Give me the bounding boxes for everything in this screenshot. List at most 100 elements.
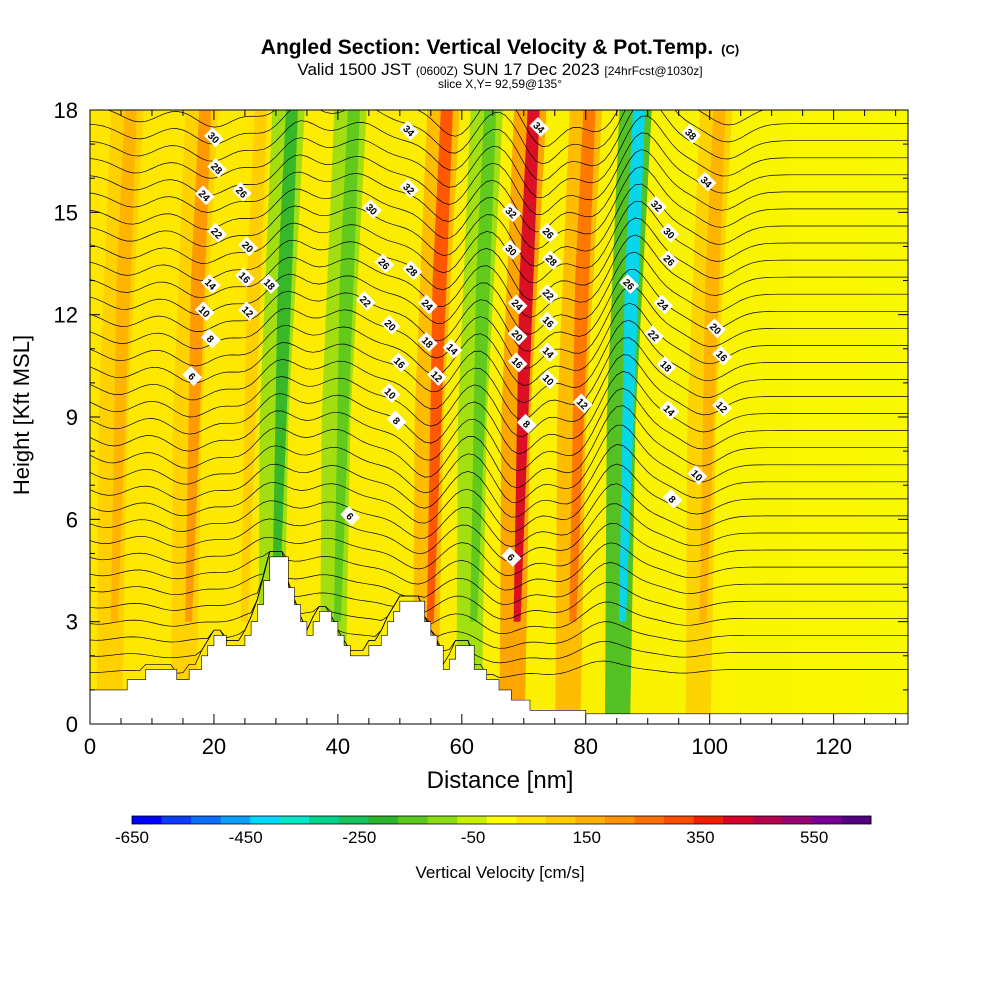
theta-contour — [90, 319, 908, 404]
colorbar-swatch — [545, 816, 576, 824]
contour-label-bg — [442, 338, 463, 359]
contour-label-bg — [399, 178, 420, 199]
downdraft-core — [333, 110, 360, 622]
colorbar-swatch — [250, 816, 281, 824]
x-tick-label: 20 — [202, 734, 226, 759]
updraft-core — [110, 110, 137, 622]
colorbar-swatch — [516, 816, 547, 824]
theta-contour — [90, 551, 908, 620]
theta-contour — [90, 302, 908, 386]
theta-contour — [90, 200, 908, 284]
contour-label-bg — [507, 352, 528, 373]
contour-label-bg — [507, 294, 528, 315]
contour-label-bg — [207, 222, 227, 243]
contour-label-bg — [380, 383, 401, 404]
colorbar-tick-label: 150 — [573, 828, 601, 847]
colorbar-swatch — [338, 816, 369, 824]
theta-contour — [90, 149, 908, 233]
theta-contour — [90, 166, 908, 250]
colorbar-tick-label: -250 — [342, 828, 376, 847]
colorbar-tick-label: 350 — [686, 828, 714, 847]
contour-label-bg — [507, 325, 528, 346]
y-tick-label: 0 — [66, 712, 78, 737]
updraft-core — [569, 110, 596, 622]
colorbar-tick-label: 550 — [800, 828, 828, 847]
contour-label-bg — [501, 202, 522, 223]
contour-label-bg — [619, 274, 640, 294]
contour-label-bg — [572, 393, 593, 414]
theta-contour — [90, 522, 908, 576]
contour-label-bg — [340, 506, 361, 526]
y-tick-label: 6 — [66, 507, 78, 532]
contour-label-bg — [662, 488, 683, 509]
chart-title: Angled Section: Vertical Velocity & Pot.… — [260, 36, 740, 59]
theta-contour — [90, 483, 908, 547]
colorbar-swatch — [457, 816, 488, 824]
y-tick-label: 15 — [54, 200, 78, 225]
contour-label-bg — [238, 236, 258, 257]
slice-info: slice X,Y= 92,59@135° — [437, 77, 563, 91]
x-tick-label: 80 — [574, 734, 598, 759]
terrain — [90, 556, 908, 724]
downdraft-core — [618, 110, 645, 622]
contour-label-bg — [681, 123, 702, 144]
theta-contour — [90, 110, 908, 182]
y-tick-label: 9 — [66, 405, 78, 430]
theta-contour — [90, 371, 908, 455]
contour-label-bg — [194, 185, 215, 206]
contour-label-bg — [501, 546, 522, 567]
contour-label-bg — [653, 294, 674, 315]
contour-label-bg — [200, 328, 221, 349]
contour-label-bg — [529, 117, 550, 137]
x-tick-label: 100 — [691, 734, 728, 759]
contour-label-bg — [427, 366, 447, 386]
contour-label-bg — [538, 369, 559, 390]
updraft-core — [513, 110, 540, 622]
colorbar-swatch — [279, 816, 310, 824]
x-axis-label: Distance [nm] — [426, 767, 574, 794]
contour-label-bg — [705, 318, 726, 339]
colorbar-swatch — [693, 816, 724, 824]
contour-label-bg — [204, 127, 224, 148]
colorbar-swatch — [132, 816, 163, 824]
contour-label-bg — [541, 250, 562, 270]
contour-label-bg — [207, 158, 227, 178]
title-tag: (C) — [721, 42, 740, 57]
theta-contour — [90, 183, 908, 267]
x-tick-label: 40 — [326, 734, 350, 759]
forecast-info: [24hrFcst@1030z] — [604, 64, 703, 78]
updraft-core — [699, 110, 726, 622]
contour-label-bg — [538, 311, 559, 332]
colorbar-swatch — [575, 816, 606, 824]
colorbar-tick-label: -450 — [229, 828, 263, 847]
theta-contour — [90, 444, 908, 518]
colorbar-swatch — [309, 816, 340, 824]
colorbar-swatch — [427, 816, 458, 824]
colorbar-swatch — [604, 816, 636, 824]
theta-contour — [90, 110, 908, 165]
colorbar-frame — [131, 815, 872, 825]
contour-label: 8 — [516, 413, 537, 434]
contour-label-bg — [538, 222, 559, 243]
theta-contour — [90, 251, 908, 335]
contour-label-bg — [659, 400, 680, 421]
theta-contour — [90, 503, 908, 562]
contour-label: 8 — [386, 410, 407, 431]
colorbar-swatch — [368, 816, 399, 824]
contour-label-bg — [687, 465, 708, 485]
y-tick-label: 18 — [54, 98, 78, 123]
x-tick-label: 0 — [84, 734, 96, 759]
contour-label-bg — [194, 301, 215, 322]
valid-time: Valid 1500 JST — [297, 60, 412, 79]
theta-contour — [90, 285, 908, 369]
theta-contour — [90, 132, 908, 215]
theta-contour — [90, 551, 908, 635]
contour-label-bg — [238, 301, 258, 322]
contour-label-bg — [644, 325, 664, 346]
colorbar-swatch — [486, 816, 517, 824]
contour-label-bg — [380, 315, 401, 335]
contour-label-bg — [516, 413, 537, 434]
theta-contour — [90, 542, 908, 591]
theta-contour — [90, 405, 908, 489]
